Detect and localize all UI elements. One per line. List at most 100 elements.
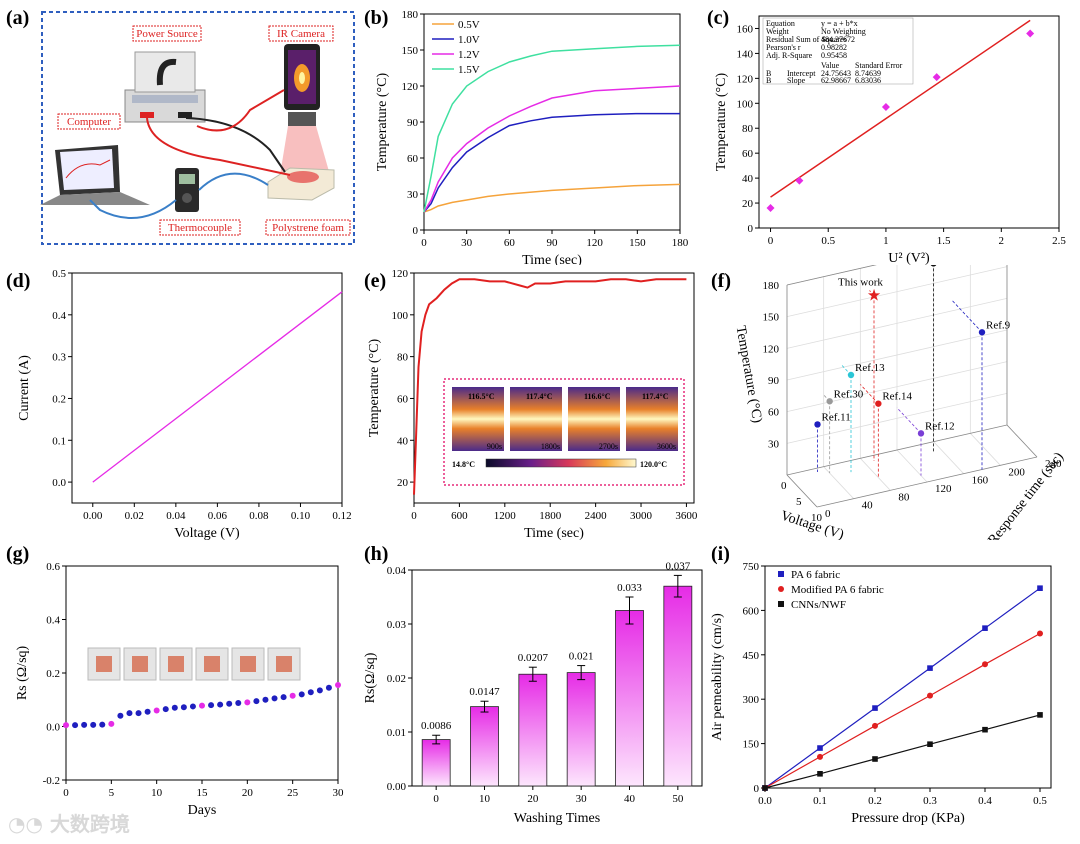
marker-circle bbox=[1037, 630, 1043, 637]
x-tick-label: 0.06 bbox=[208, 510, 228, 522]
y-tick-label: 0 bbox=[413, 225, 419, 237]
data-point bbox=[289, 692, 296, 699]
x-tick-label: 1 bbox=[883, 235, 889, 247]
thermal-reading: 116.5°C bbox=[468, 392, 495, 401]
thermal-time: 2700s bbox=[599, 442, 618, 451]
chart-b: (b) 0 30 60 90 120 150 180 0 30 60 90 120 150 180 Time… bbox=[364, 7, 689, 268]
temp-tick: 150 bbox=[763, 312, 780, 324]
x-axis-label: Time (sec) bbox=[524, 526, 584, 540]
side-line bbox=[951, 300, 983, 333]
fit-table-param: B bbox=[766, 76, 771, 85]
data-point bbox=[99, 721, 106, 728]
point-marker bbox=[930, 260, 937, 267]
chart-i: (i) 0.0 0.1 0.2 0.3 0.4 0.5 0 150 300 450 600 750 Pr… bbox=[710, 543, 1052, 826]
point-marker bbox=[875, 400, 882, 407]
thermocouple-device bbox=[175, 168, 199, 212]
y-tick-label: 0.0 bbox=[52, 477, 66, 489]
wire-red-2 bbox=[196, 89, 285, 132]
data-point bbox=[316, 687, 323, 694]
data-point bbox=[81, 721, 88, 728]
grid-line bbox=[970, 433, 1001, 466]
data-point bbox=[135, 710, 142, 717]
panel-d: (d) 0.00 0.02 0.04 0.06 0.08 0.10 0.12 0.0 0.1 0.… bbox=[0, 265, 362, 541]
legend-marker bbox=[778, 571, 784, 577]
marker-square bbox=[982, 726, 988, 733]
z-axis-label-temp: Temperature (°C) bbox=[733, 325, 765, 425]
panel-c: (c) 0 0.5 1 1.5 2 2.5 0 20 40 60 80 100 120 140 160 U² … bbox=[707, 0, 1080, 266]
grid-line bbox=[786, 329, 1008, 381]
x-tick-label: 40 bbox=[624, 793, 636, 805]
y-tick-label: 120 bbox=[737, 73, 754, 85]
x-tick-label: 0.0 bbox=[758, 795, 772, 807]
x-tick-label: 180 bbox=[672, 237, 689, 249]
x-tick-label: 0.4 bbox=[978, 795, 992, 807]
sample-swatch bbox=[96, 656, 112, 672]
x-tick-label: 3600 bbox=[675, 510, 698, 522]
y-axis-label: Temperature (°C) bbox=[367, 339, 382, 438]
y-tick-label: -0.2 bbox=[43, 775, 60, 787]
response-tick: 80 bbox=[898, 491, 910, 503]
thermal-image bbox=[510, 387, 562, 451]
x-tick-label: 60 bbox=[504, 237, 516, 249]
voltage-tick: 10 bbox=[811, 512, 823, 524]
response-tick: 120 bbox=[935, 483, 952, 495]
marker-circle bbox=[817, 753, 823, 760]
scale-min: 14.8°C bbox=[452, 460, 475, 469]
grid-line bbox=[786, 266, 1008, 318]
panel-a: (a) Power Source IR Camera bbox=[0, 0, 362, 255]
fit-table-param: 24.75643 bbox=[821, 69, 851, 78]
grid-line bbox=[860, 458, 891, 491]
data-point bbox=[1026, 29, 1035, 38]
fit-table-param: 8.74639 bbox=[855, 69, 881, 78]
panel-label-d: (d) bbox=[6, 270, 30, 292]
y-tick-label: 0.4 bbox=[46, 615, 60, 627]
marker-square bbox=[927, 665, 933, 671]
data-point bbox=[262, 696, 269, 703]
x-tick-label: 2 bbox=[999, 235, 1005, 247]
y-tick-label: 0.5 bbox=[52, 268, 66, 280]
y-tick-label: 140 bbox=[737, 48, 754, 60]
fit-table-value: No Weighting bbox=[821, 27, 866, 36]
fit-table-header: Standard Error bbox=[855, 61, 903, 70]
x-tick-label: 0.5 bbox=[1033, 795, 1047, 807]
y-tick-label: 0.2 bbox=[52, 393, 66, 405]
fit-table-key: Adj. R-Square bbox=[766, 51, 813, 60]
chart-h: (h) 0.00 0.01 0.02 0.03 0.04 Rs(Ω/sq) Washing … bbox=[363, 543, 703, 826]
data-point bbox=[298, 691, 305, 698]
fit-table-value: 484.37672 bbox=[821, 35, 855, 44]
y-tick-label: 0.02 bbox=[387, 673, 406, 685]
box-edge bbox=[786, 424, 1008, 476]
y-tick-label: 100 bbox=[392, 310, 409, 322]
x-tick-label: 1200 bbox=[494, 510, 517, 522]
data-point bbox=[117, 712, 124, 719]
y-tick-label: 0.2 bbox=[46, 668, 60, 680]
thermal-reading: 117.4°C bbox=[526, 392, 553, 401]
point-marker bbox=[917, 430, 925, 437]
fit-table-key: Weight bbox=[766, 27, 790, 36]
temp-tick: 120 bbox=[763, 343, 780, 355]
point-label: Ref.9 bbox=[986, 319, 1011, 331]
response-tick: 40 bbox=[862, 500, 874, 512]
watermark: ◔◔ 大数跨境 bbox=[8, 808, 130, 837]
y-tick-label: 750 bbox=[743, 561, 760, 573]
data-point bbox=[244, 699, 251, 706]
point-marker bbox=[826, 398, 833, 405]
y-tick-label: 600 bbox=[743, 605, 760, 617]
y-tick-label: 60 bbox=[407, 153, 419, 165]
data-point bbox=[253, 698, 260, 705]
x-tick-label: 3000 bbox=[630, 510, 653, 522]
marker-square bbox=[1037, 712, 1043, 718]
side-line bbox=[869, 290, 875, 296]
box-edge bbox=[786, 474, 818, 508]
ir-camera-device bbox=[280, 44, 330, 175]
data-point bbox=[162, 706, 169, 713]
series-line bbox=[764, 587, 1041, 789]
marker-square bbox=[927, 741, 933, 747]
grid-line bbox=[786, 361, 1008, 413]
point-label: Ref.13 bbox=[855, 362, 885, 374]
fit-table-param: 62.98667 bbox=[821, 76, 851, 85]
data-label: 0.0207 bbox=[518, 652, 549, 664]
series-line-0.5V bbox=[423, 183, 681, 213]
thermal-time: 900s bbox=[487, 442, 502, 451]
panel-e: (e) 0 600 1200 1800 2400 3000 3600 20 40 60 80 100 1… bbox=[362, 265, 707, 541]
